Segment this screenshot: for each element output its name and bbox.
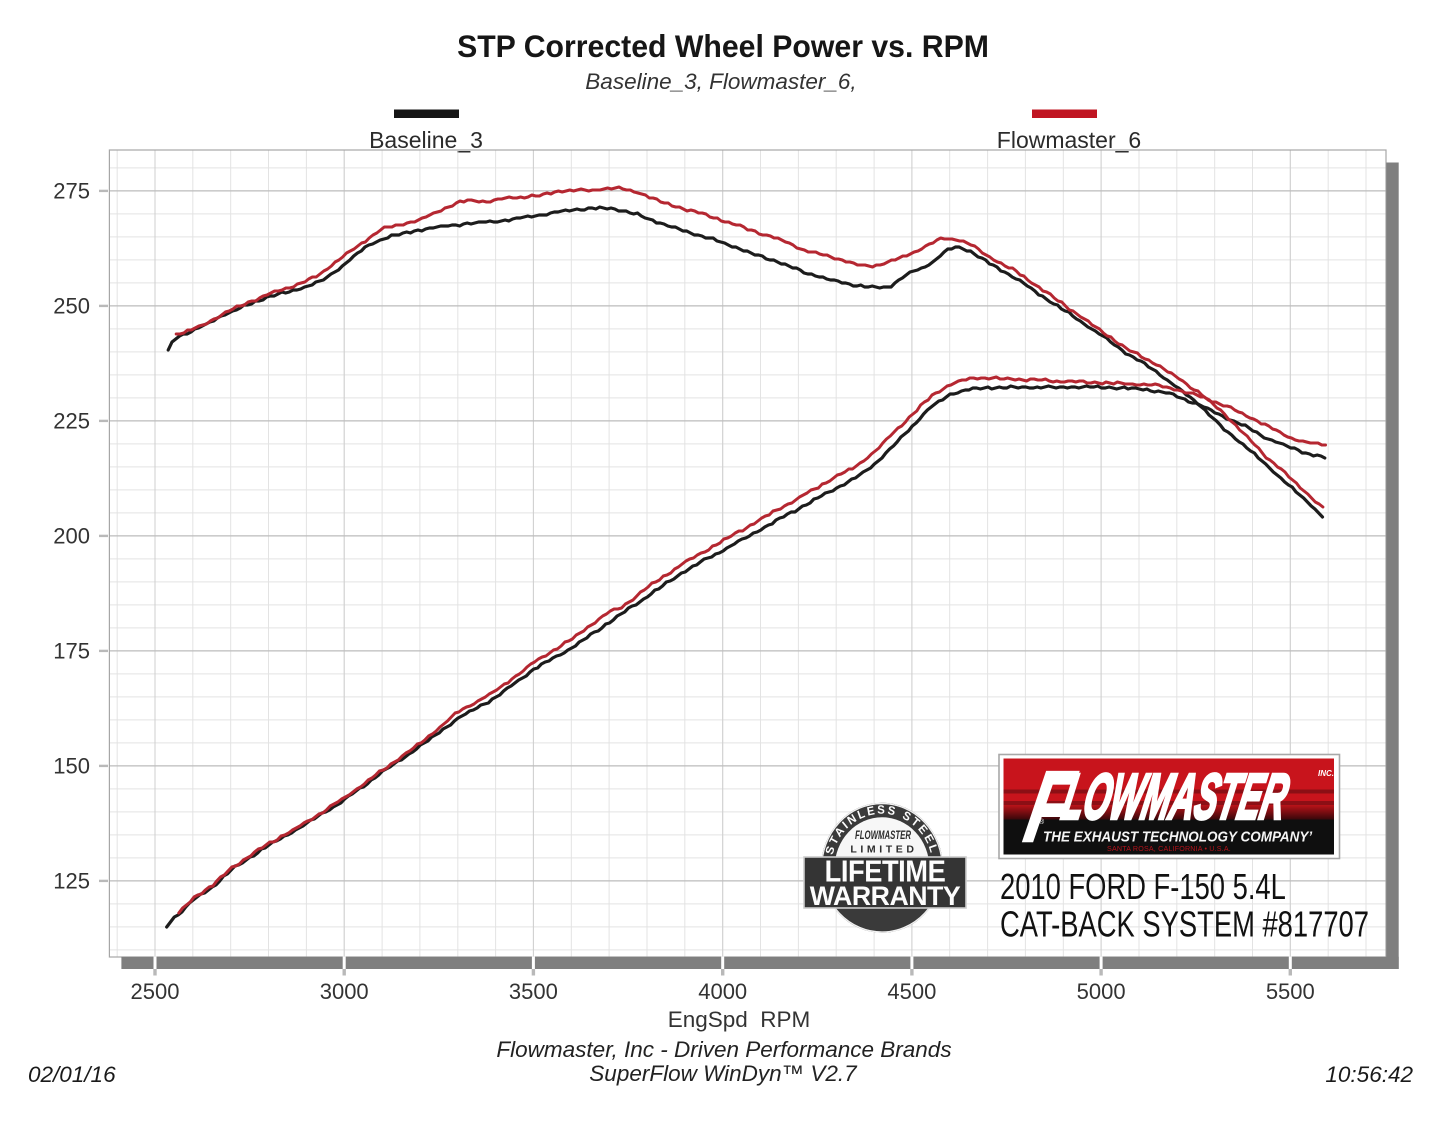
svg-text:225: 225 [53,408,90,433]
svg-text:5000: 5000 [1077,979,1126,1004]
svg-text:Flowmaster, Inc - Driven Perfo: Flowmaster, Inc - Driven Performance Bra… [496,1037,951,1062]
svg-text:FLOWMASTER: FLOWMASTER [855,828,911,842]
svg-text:WARRANTY: WARRANTY [810,881,961,911]
svg-text:2010 FORD F-150 5.4L: 2010 FORD F-150 5.4L [1000,866,1286,907]
svg-text:3000: 3000 [320,979,369,1004]
svg-text:SuperFlow WinDyn™ V2.7: SuperFlow WinDyn™ V2.7 [589,1061,858,1086]
svg-text:250: 250 [53,293,90,318]
svg-text:4500: 4500 [887,979,936,1004]
svg-text:CAT-BACK SYSTEM #817707: CAT-BACK SYSTEM #817707 [1000,904,1369,945]
svg-text:LIFETIME: LIFETIME [825,855,946,889]
svg-text:EngSpd RPM: EngSpd RPM [668,1007,811,1032]
svg-text:LOWMASTER: LOWMASTER [1057,762,1295,833]
svg-text:INC.: INC. [1318,769,1334,778]
svg-text:Baseline_3, Flowmaster_6,: Baseline_3, Flowmaster_6, [585,69,856,94]
svg-text:5500: 5500 [1266,979,1315,1004]
svg-text:®: ® [1039,818,1045,826]
svg-text:125: 125 [53,868,90,893]
svg-text:150: 150 [53,753,90,778]
svg-text:2500: 2500 [131,979,180,1004]
svg-text:SANTA ROSA, CALIFORNIA • U.S.A: SANTA ROSA, CALIFORNIA • U.S.A. [1107,844,1231,853]
svg-text:3500: 3500 [509,979,558,1004]
svg-text:275: 275 [53,178,90,203]
svg-text:THE EXHAUST TECHNOLOGY COMPANY: THE EXHAUST TECHNOLOGY COMPANY’ [1043,829,1313,846]
svg-text:LIMITED: LIMITED [850,844,917,856]
svg-text:175: 175 [53,638,90,663]
svg-text:STP Corrected Wheel Power vs.: STP Corrected Wheel Power vs. RPM [457,28,989,64]
svg-text:4000: 4000 [698,979,747,1004]
svg-text:10:56:42: 10:56:42 [1325,1062,1413,1087]
svg-text:200: 200 [53,523,90,548]
svg-text:Flowmaster_6: Flowmaster_6 [997,127,1141,153]
svg-text:02/01/16: 02/01/16 [28,1062,116,1087]
svg-text:Baseline_3: Baseline_3 [369,127,483,153]
